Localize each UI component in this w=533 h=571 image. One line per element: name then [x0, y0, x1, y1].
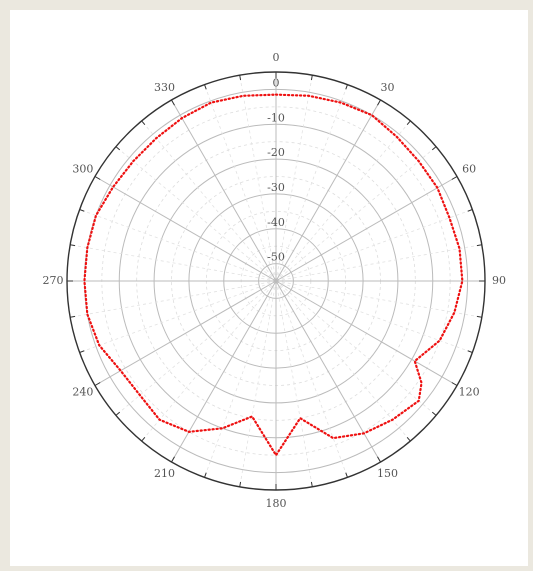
- angle-tick-mark: [310, 75, 313, 81]
- minor-spoke: [70, 244, 277, 282]
- angle-tick-mark: [431, 146, 437, 151]
- angle-tick-mark: [451, 382, 458, 386]
- angle-tick-mark: [70, 244, 76, 247]
- angle-tick-mark: [79, 209, 85, 212]
- minor-spoke: [275, 120, 411, 282]
- radial-tick-label: -40: [267, 216, 285, 229]
- angle-tick-mark: [345, 472, 348, 478]
- major-spoke: [275, 99, 381, 282]
- radial-tick-label: -50: [267, 251, 285, 264]
- major-spoke: [171, 99, 277, 282]
- minor-spoke: [275, 280, 411, 442]
- angle-tick-mark: [70, 315, 76, 318]
- minor-spoke: [275, 75, 313, 282]
- minor-spoke: [79, 209, 277, 282]
- angle-tick-mark: [171, 456, 175, 463]
- angle-tick-label: 270: [43, 274, 64, 287]
- angle-tick-mark: [467, 209, 473, 212]
- minor-spoke: [239, 75, 277, 282]
- angle-tick-mark: [431, 411, 437, 416]
- angle-tick-mark: [204, 84, 207, 90]
- angle-tick-label: 180: [266, 497, 287, 510]
- minor-spoke: [275, 280, 482, 318]
- angle-tick-mark: [406, 120, 411, 126]
- minor-spoke: [115, 280, 277, 416]
- angle-tick-label: 210: [154, 467, 175, 480]
- angle-tick-mark: [310, 481, 313, 487]
- radial-tick-label: -30: [267, 181, 285, 194]
- minor-spoke: [275, 146, 437, 282]
- angle-tick-label: 60: [462, 163, 476, 176]
- label-layer: 0 30 60 90 120 150 180 210 240 270 300 330 0 -10 -20 -3…: [43, 51, 507, 510]
- minor-spoke: [115, 146, 277, 282]
- angle-tick-label: 300: [72, 163, 93, 176]
- angle-tick-mark: [115, 411, 121, 416]
- series-layer: [83, 93, 464, 458]
- angle-tick-label: 120: [459, 386, 480, 399]
- major-spoke: [94, 176, 277, 282]
- angle-tick-mark: [94, 382, 101, 386]
- angle-tick-mark: [239, 75, 242, 81]
- angle-tick-mark: [94, 176, 101, 180]
- polar-chart: 0 30 60 90 120 150 180 210 240 270 300 330 0 -10 -20 -3…: [43, 51, 507, 510]
- angle-tick-label: 330: [154, 81, 175, 94]
- major-spoke: [275, 280, 381, 463]
- angle-tick-mark: [476, 315, 482, 318]
- minor-spoke: [275, 280, 437, 416]
- major-spoke: [94, 280, 277, 386]
- angle-tick-mark: [467, 350, 473, 353]
- minor-spoke: [204, 84, 277, 282]
- angle-tick-mark: [377, 99, 381, 106]
- minor-spoke: [275, 244, 482, 282]
- angle-tick-mark: [239, 481, 242, 487]
- major-spoke: [275, 176, 458, 282]
- radial-tick-label: -10: [267, 111, 285, 124]
- radial-tick-label: 0: [273, 76, 280, 89]
- angle-tick-mark: [79, 350, 85, 353]
- angle-tick-mark: [204, 472, 207, 478]
- minor-spoke: [275, 280, 348, 478]
- angular-axis: [66, 71, 486, 491]
- angle-tick-mark: [171, 99, 175, 106]
- angle-tick-mark: [141, 120, 146, 126]
- angle-tick-label: 30: [381, 81, 395, 94]
- major-spoke: [275, 280, 458, 386]
- minor-spoke: [239, 280, 277, 487]
- angle-tick-mark: [377, 456, 381, 463]
- chart-card: 0 30 60 90 120 150 180 210 240 270 300 330 0 -10 -20 -3…: [10, 10, 528, 566]
- angle-tick-mark: [345, 84, 348, 90]
- series-line: [83, 93, 464, 458]
- minor-spoke: [141, 280, 277, 442]
- radial-tick-label: -20: [267, 146, 285, 159]
- minor-spoke: [275, 209, 473, 282]
- angle-tick-mark: [141, 436, 146, 442]
- angle-tick-mark: [406, 436, 411, 442]
- minor-spoke: [204, 280, 277, 478]
- angle-tick-label: 0: [273, 51, 280, 64]
- angle-tick-label: 90: [492, 274, 506, 287]
- minor-spoke: [275, 280, 313, 487]
- minor-spoke: [70, 280, 277, 318]
- minor-spoke: [275, 84, 348, 282]
- angle-tick-label: 150: [377, 467, 398, 480]
- minor-spoke: [141, 120, 277, 282]
- minor-spoke: [275, 280, 473, 353]
- grid-layer: [66, 71, 486, 491]
- angle-tick-label: 240: [72, 386, 93, 399]
- angle-tick-mark: [115, 146, 121, 151]
- minor-spoke: [79, 280, 277, 353]
- angle-tick-mark: [451, 176, 458, 180]
- angle-tick-mark: [476, 244, 482, 247]
